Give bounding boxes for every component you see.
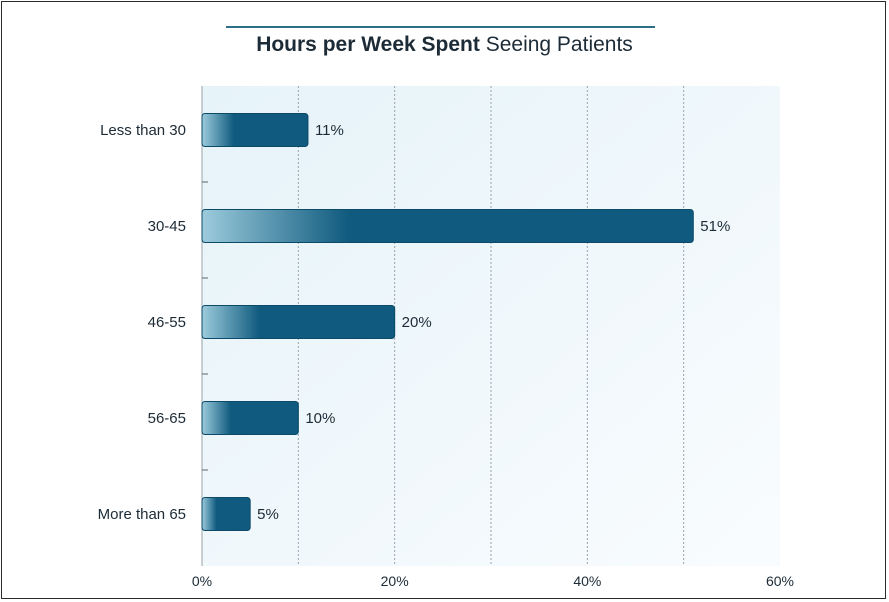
chart-title-regular: Seeing Patients [485,33,633,56]
chart-title-bold: Hours per Week Spent [256,33,480,56]
bar [201,401,299,435]
chart-title: Hours per Week Spent Seeing Patients [0,33,889,57]
value-label: 11% [315,122,344,139]
value-label: 5% [257,506,279,523]
category-label: 56-65 [148,410,186,427]
value-label: 10% [305,410,335,427]
bar [201,497,251,531]
category-label: 46-55 [148,314,186,331]
value-label: 51% [700,218,730,235]
x-tick-label: 60% [766,573,794,589]
category-label: More than 65 [98,506,186,523]
bar [201,113,309,147]
bar [201,305,396,339]
bar [201,209,694,243]
category-label: 30-45 [148,218,186,235]
title-rule [226,26,655,28]
x-tick-label: 40% [573,573,601,589]
x-tick-label: 0% [192,573,212,589]
x-tick-label: 20% [381,573,409,589]
category-label: Less than 30 [100,122,186,139]
value-label: 20% [402,314,432,331]
